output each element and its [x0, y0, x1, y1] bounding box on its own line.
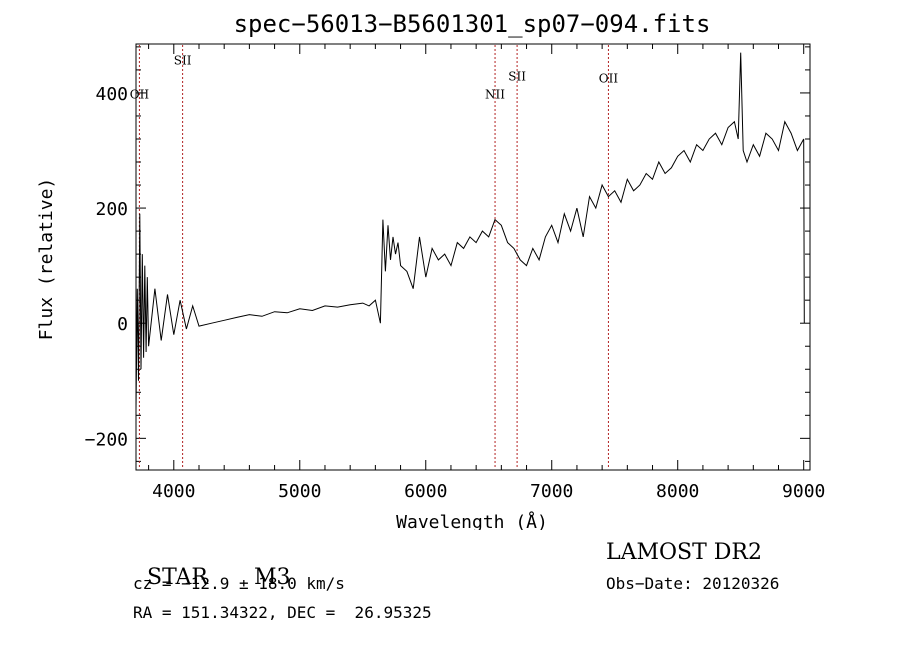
x-tick-label: 4000 [152, 481, 195, 502]
emission-line-label: NII [485, 88, 505, 102]
survey-name: LAMOST DR2 [606, 540, 762, 565]
emission-line-label: SII [174, 54, 192, 68]
x-tick-labels: 4000 5000 6000 7000 8000 9000 [152, 481, 825, 502]
x-tick-label: 9000 [782, 481, 825, 502]
x-tick-label: 8000 [656, 481, 699, 502]
emission-line-label: SII [508, 70, 526, 84]
observation-date: Obs−Date: 20120326 [606, 574, 780, 593]
x-tick-label: 5000 [278, 481, 321, 502]
spectrum-line [135, 52, 805, 410]
x-tick-label: 7000 [530, 481, 573, 502]
object-subclass: M3 [240, 540, 291, 590]
x-axis-label: Wavelength (Å) [396, 511, 548, 530]
plot-frame [135, 43, 811, 471]
spectrum-chart: spec−56013−B5601301_sp07−094.fits −200 0 2… [36, 10, 825, 530]
chart-title: spec−56013−B5601301_sp07−094.fits [234, 10, 711, 38]
object-subclass-value: M3 [254, 565, 291, 590]
object-class-value: STAR [147, 565, 208, 590]
object-class: STAR [133, 540, 208, 590]
x-tick-label: 6000 [404, 481, 447, 502]
axis-ticks [136, 44, 810, 470]
y-tick-label: 0 [117, 314, 128, 335]
y-axis-label: Flux (relative) [36, 178, 57, 341]
y-tick-label: 200 [95, 199, 128, 220]
y-tick-label: 400 [95, 84, 128, 105]
coordinates: RA = 151.34322, DEC = 26.95325 [133, 603, 432, 622]
emission-line-label: OII [599, 72, 619, 86]
y-tick-label: −200 [85, 429, 128, 450]
y-tick-labels: −200 0 200 400 [85, 84, 128, 450]
redshift-cz: cz = −12.9 ± 18.0 km/s [133, 574, 345, 593]
emission-line-label: OII [130, 88, 150, 102]
